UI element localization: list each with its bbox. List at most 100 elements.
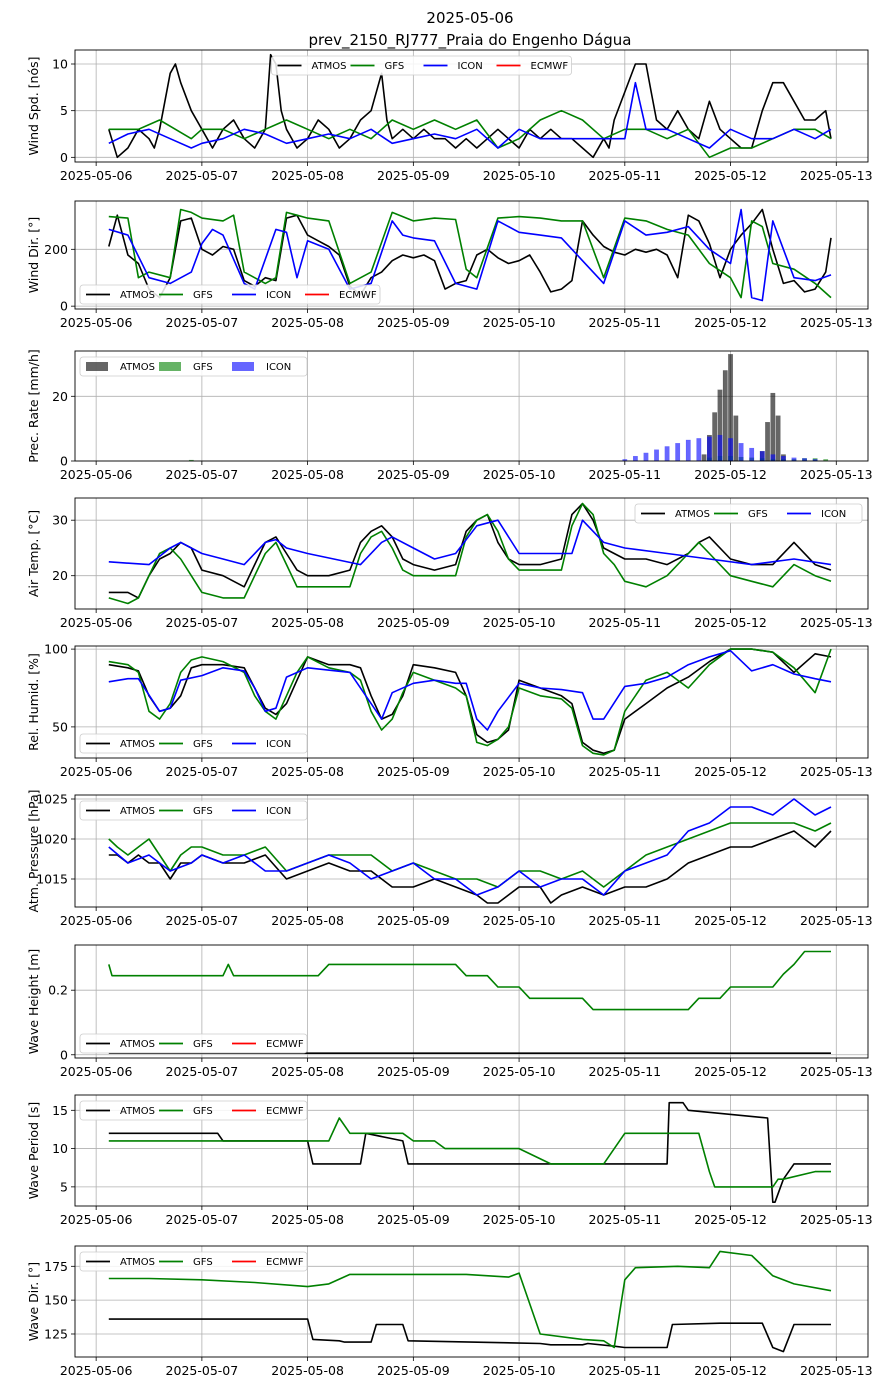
x-tick-label: 2025-05-07 (166, 1064, 239, 1079)
series-line-gfs (108, 109, 832, 159)
x-tick-label: 2025-05-09 (377, 1064, 450, 1079)
bar-atmos (770, 392, 776, 461)
x-tick-label: 2025-05-09 (377, 1363, 450, 1378)
plot-area (108, 1101, 831, 1203)
legend-label-icon: ICON (266, 806, 291, 817)
panel-rel_humid: 2025-05-06 2025-05-07 2025-05-08 2025-05-09… (26, 642, 873, 779)
x-tick-label: 2025-05-13 (800, 1363, 873, 1378)
axes-frame (74, 350, 869, 462)
bar-atmos (765, 422, 770, 461)
legend-swatch-gfs (159, 362, 181, 371)
series-line-gfs (108, 822, 832, 888)
legend-label-gfs: GFS (193, 290, 213, 301)
panel-air_temp: 2025-05-06 2025-05-07 2025-05-08 2025-05-09… (26, 497, 873, 630)
bar-icon (675, 443, 681, 461)
legend-label-atmos: ATMOS (120, 1039, 155, 1050)
x-tick-label: 2025-05-07 (166, 913, 239, 928)
x-tick-label: 2025-05-13 (800, 168, 873, 183)
x-tick-label: 2025-05-12 (694, 615, 767, 630)
x-tick-label: 2025-05-13 (800, 1212, 873, 1227)
legend-box (79, 1251, 308, 1272)
bar-icon (759, 451, 765, 461)
bar-icon (632, 455, 638, 461)
x-tick-label: 2025-05-12 (694, 1064, 767, 1079)
legend-label-atmos: ATMOS (120, 1257, 155, 1268)
panel-prec_rate: 2025-05-06 2025-05-07 2025-05-08 2025-05-09… (26, 349, 873, 482)
legend-label-atmos: ATMOS (312, 61, 347, 72)
x-tick-label: 2025-05-12 (694, 764, 767, 779)
bar-icon (664, 446, 670, 461)
legend: ATMOS GFS ICON (79, 356, 308, 377)
legend-label-atmos: ATMOS (120, 362, 155, 373)
legend-label-gfs: GFS (193, 1039, 213, 1050)
legend-label-gfs: GFS (193, 1257, 213, 1268)
series-line-gfs (108, 1117, 831, 1188)
y-tick-label: 0 (60, 1047, 68, 1062)
x-tick-label: 2025-05-13 (800, 913, 873, 928)
x-tick-label: 2025-05-10 (483, 467, 556, 482)
plot-area (108, 53, 832, 159)
series-line-icon (108, 798, 832, 896)
y-tick-label: 100 (44, 642, 68, 657)
x-tick-label: 2025-05-11 (588, 764, 661, 779)
x-tick-label: 2025-05-08 (271, 315, 344, 330)
x-tick-label: 2025-05-13 (800, 1064, 873, 1079)
series-line-icon (108, 208, 832, 302)
bar-atmos (722, 370, 728, 461)
x-tick-label: 2025-05-09 (377, 1212, 450, 1227)
y-tick-label: 200 (44, 242, 68, 257)
bar-atmos (728, 354, 733, 461)
legend-box (79, 1033, 308, 1054)
x-tick-label: 2025-05-07 (166, 1363, 239, 1378)
legend-label-gfs: GFS (193, 739, 213, 750)
legend: ATMOS GFS ICON (634, 503, 863, 524)
x-tick-label: 2025-05-09 (377, 467, 450, 482)
legend-label-ecmwf: ECMWF (266, 1039, 304, 1050)
y-tick-label: 0 (60, 150, 68, 165)
bar-icon (707, 436, 712, 461)
chart-subtitle: prev_2150_RJ777_Praia do Engenho Dágua (308, 31, 631, 50)
legend-label-atmos: ATMOS (120, 1106, 155, 1117)
bar-atmos (701, 454, 707, 461)
series-line-gfs (108, 950, 831, 1011)
y-tick-label: 0 (60, 299, 68, 314)
bar-icon (717, 434, 723, 461)
y-axis-label: Wave Height [m] (26, 949, 41, 1055)
axes-frame (74, 497, 869, 610)
legend-label-ecmwf: ECMWF (531, 61, 569, 72)
series-line-gfs (108, 502, 832, 605)
axes-frame (74, 944, 869, 1059)
x-tick-label: 2025-05-12 (694, 913, 767, 928)
legend-label-icon: ICON (821, 509, 846, 520)
axes-frame (74, 49, 869, 163)
series-line-icon (108, 649, 832, 731)
x-tick-label: 2025-05-10 (483, 913, 556, 928)
x-tick-label: 2025-05-09 (377, 913, 450, 928)
bar-icon (791, 457, 797, 461)
series-line-atmos (108, 208, 832, 299)
y-tick-label: 20 (52, 389, 68, 404)
bar-icon (738, 443, 744, 461)
x-tick-label: 2025-05-12 (694, 467, 767, 482)
legend-label-atmos: ATMOS (120, 290, 155, 301)
series-line-atmos (108, 830, 832, 904)
panel-wind_spd: 2025-05-06 2025-05-07 2025-05-08 2025-05-09… (26, 49, 873, 183)
legend-label-icon: ICON (266, 739, 291, 750)
x-tick-label: 2025-05-07 (166, 1212, 239, 1227)
x-tick-label: 2025-05-11 (588, 615, 661, 630)
panel-wind_dir: 2025-05-06 2025-05-07 2025-05-08 2025-05-09… (26, 200, 873, 330)
panel-wave_dir: 2025-05-06 2025-05-07 2025-05-08 2025-05-09… (26, 1245, 873, 1378)
y-tick-label: 0 (60, 454, 68, 469)
y-axis-label: Wave Dir. [°] (26, 1262, 41, 1341)
y-tick-label: 150 (44, 1293, 68, 1308)
legend-box (634, 503, 863, 524)
axes-frame (74, 794, 869, 908)
legend-label-gfs: GFS (193, 806, 213, 817)
legend-swatch-atmos (86, 362, 108, 371)
axes-frame (74, 200, 869, 310)
legend-label-atmos: ATMOS (675, 509, 710, 520)
legend-label-ecmwf: ECMWF (266, 1257, 304, 1268)
bar-icon (654, 449, 659, 461)
x-tick-label: 2025-05-11 (588, 467, 661, 482)
axes-frame (74, 1094, 869, 1207)
